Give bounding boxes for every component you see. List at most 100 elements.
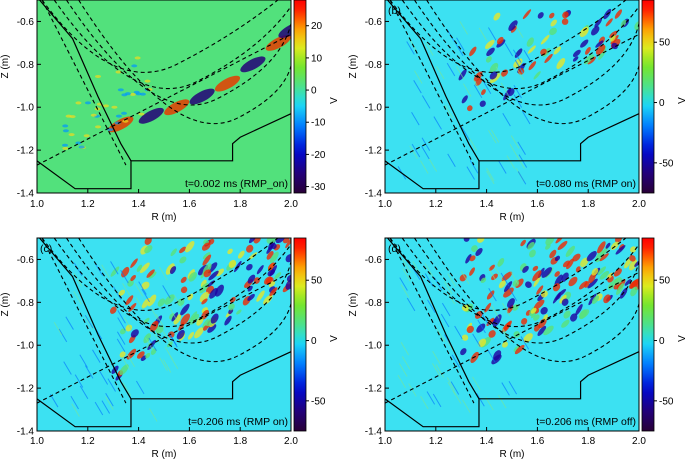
perturbation-streak xyxy=(201,309,210,320)
perturbation-streak xyxy=(139,92,146,96)
perturbation-streak xyxy=(95,125,102,129)
flux-surface-dashed xyxy=(41,238,279,311)
perturbation-streak xyxy=(411,143,421,158)
perturbation-streak xyxy=(149,320,159,332)
flux-surface-dashed xyxy=(78,0,291,125)
perturbation-streak xyxy=(478,338,487,348)
perturbation-streak xyxy=(444,280,453,295)
perturbation-streak xyxy=(613,268,622,277)
perturbation-streak xyxy=(122,119,129,123)
perturbation-streak xyxy=(101,400,111,414)
perturbation-streak xyxy=(514,344,525,355)
perturbation-streak xyxy=(537,12,544,19)
perturbation-streak xyxy=(179,246,187,254)
panel-label: (d) xyxy=(388,243,401,255)
perturbation-streak xyxy=(591,267,599,276)
perturbation-streak xyxy=(533,299,545,310)
perturbation-streak xyxy=(117,310,126,324)
perturbation-streak xyxy=(247,285,253,292)
perturbation-streak xyxy=(147,339,156,351)
perturbation-streak xyxy=(466,325,474,334)
perturbation-streak xyxy=(461,334,469,341)
perturbation-streak xyxy=(498,394,507,409)
perturbation-streak xyxy=(414,70,423,84)
flux-surface-dashed xyxy=(426,0,639,125)
perturbation-streak xyxy=(500,82,510,97)
x-tick-label: 1.4 xyxy=(480,199,494,210)
colorbar-label: V xyxy=(677,97,686,104)
perturbation-streak xyxy=(533,275,541,287)
perturbation-streak xyxy=(136,264,143,272)
perturbation-streak xyxy=(469,267,475,276)
perturbation-streak xyxy=(506,155,516,169)
perturbation-streak xyxy=(476,393,485,407)
perturbation-streak xyxy=(595,44,606,55)
perturbation-streak xyxy=(65,316,74,330)
perturbation-streak xyxy=(467,105,473,112)
perturbation-streak xyxy=(180,303,190,316)
perturbation-streak xyxy=(120,269,129,284)
flux-surface-dashed xyxy=(66,238,291,344)
perturbation-streak xyxy=(540,290,548,298)
perturbation-streak xyxy=(133,90,140,94)
perturbation-streak xyxy=(550,19,557,27)
perturbation-streak xyxy=(462,399,471,413)
wall-outline xyxy=(39,0,132,162)
perturbation-streak xyxy=(446,377,456,391)
perturbation-streak xyxy=(556,58,566,69)
colorbar-tick-label: 0 xyxy=(311,86,317,97)
perturbation-streak xyxy=(129,92,136,96)
perturbation-streak xyxy=(78,145,85,149)
perturbation-streak xyxy=(122,382,132,396)
perturbation-blob xyxy=(164,99,190,116)
perturbation-streak xyxy=(270,242,277,250)
perturbation-streak xyxy=(454,325,463,340)
perturbation-streak xyxy=(110,266,120,277)
perturbation-blob xyxy=(265,34,291,51)
perturbation-streak xyxy=(489,62,499,74)
perturbation-streak xyxy=(65,114,72,118)
perturbation-streak xyxy=(456,37,465,51)
y-tick-label: -1.2 xyxy=(17,384,35,395)
x-tick-label: 2.0 xyxy=(284,436,298,447)
perturbation-streak xyxy=(549,249,557,259)
perturbation-streak xyxy=(84,365,94,379)
perturbation-streak xyxy=(624,279,632,286)
perturbation-streak xyxy=(62,129,69,133)
perturbation-streak xyxy=(605,18,613,27)
y-tick-label: -0.8 xyxy=(365,60,383,71)
x-tick-label: 1.0 xyxy=(378,199,392,210)
perturbation-streak xyxy=(440,313,450,328)
perturbation-blob xyxy=(138,107,164,124)
x-tick-label: 1.8 xyxy=(233,199,247,210)
x-tick-label: 2.0 xyxy=(284,199,298,210)
perturbation-streak xyxy=(399,277,408,291)
perturbation-streak xyxy=(488,287,497,302)
perturbation-streak xyxy=(201,298,208,305)
perturbation-streak xyxy=(199,282,209,294)
perturbation-streak xyxy=(408,383,417,397)
perturbation-streak xyxy=(123,317,133,331)
perturbation-streak xyxy=(224,315,232,326)
perturbation-streak xyxy=(549,12,555,19)
plot-frame xyxy=(36,0,292,194)
perturbation-streak xyxy=(446,62,456,77)
perturbation-streak xyxy=(173,294,182,308)
y-axis-label: Z (m) xyxy=(0,293,11,317)
perturbation-streak xyxy=(554,271,560,277)
perturbation-streak xyxy=(598,48,607,60)
perturbation-streak xyxy=(110,261,119,275)
perturbation-streak xyxy=(488,267,497,282)
perturbation-streak xyxy=(486,349,496,363)
perturbation-streak xyxy=(130,329,139,338)
perturbation-streak xyxy=(209,287,218,299)
perturbation-streak xyxy=(495,66,505,80)
perturbation-streak xyxy=(566,258,574,270)
y-tick-label: -1.2 xyxy=(365,384,383,395)
perturbation-streak xyxy=(117,317,126,331)
perturbation-streak xyxy=(62,143,69,147)
x-axis-label: R (m) xyxy=(500,212,525,223)
perturbation-streak xyxy=(533,314,540,321)
perturbation-streak xyxy=(504,43,514,57)
perturbation-streak xyxy=(503,287,514,298)
